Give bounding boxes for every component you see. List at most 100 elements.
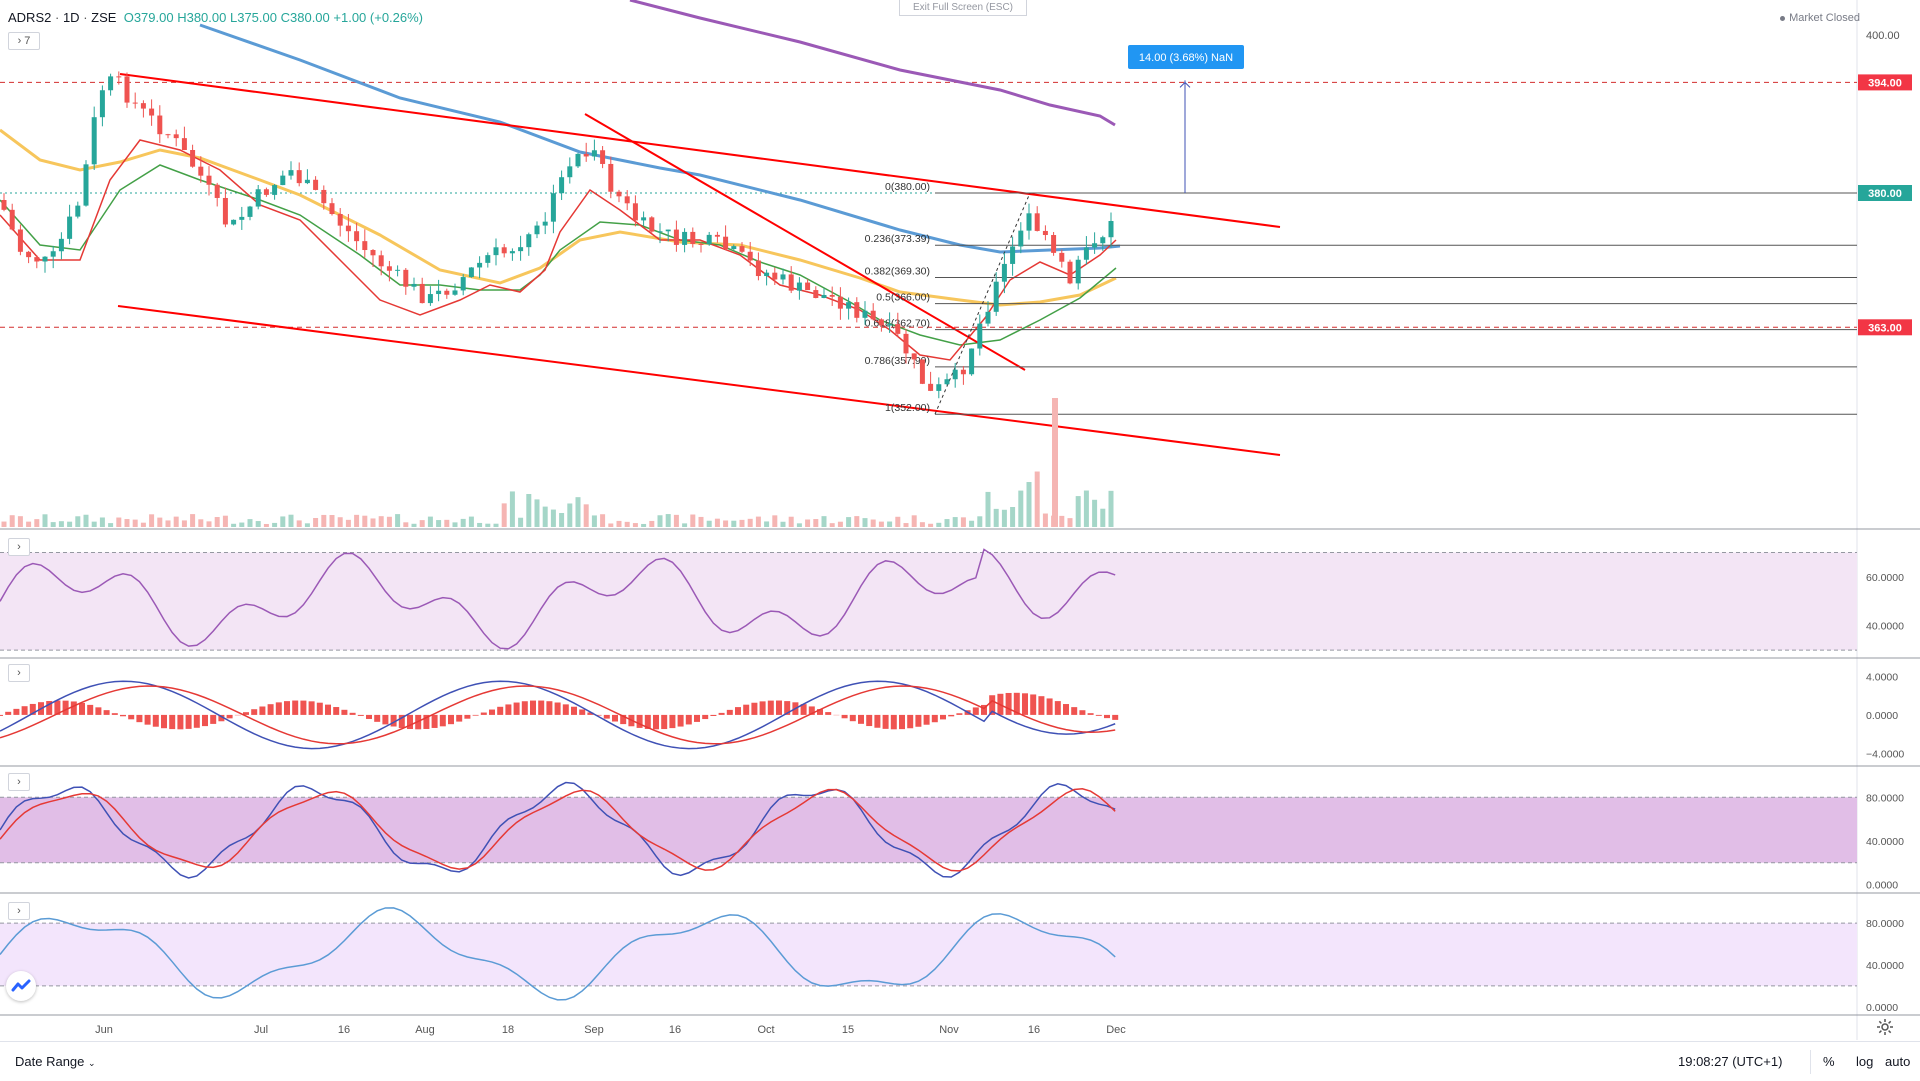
macd-histogram-bar <box>0 715 3 716</box>
candle-body <box>608 164 613 192</box>
exit-fullscreen-button[interactable]: Exit Full Screen (ESC) <box>899 0 1027 16</box>
candle-body <box>420 284 425 303</box>
auto-scale-toggle[interactable]: auto <box>1885 1054 1910 1069</box>
macd-histogram-bar <box>104 710 110 715</box>
volume-bar <box>871 520 876 527</box>
rsi-band <box>0 553 1857 651</box>
volume-bar <box>953 517 958 527</box>
symbol-header: ADRS2 · 1D · ZSE O379.00 H380.00 L375.00… <box>8 10 423 25</box>
volume-bar <box>1010 507 1015 527</box>
fib-level-label: 1(352.00) <box>885 402 930 414</box>
volume-bar <box>895 517 900 527</box>
candle-body <box>592 150 597 156</box>
candle-body <box>904 334 909 354</box>
volume-bar <box>592 515 597 527</box>
stoch-pane-toggle[interactable]: › <box>8 773 30 791</box>
macd-histogram-bar <box>514 703 520 715</box>
candle-body <box>215 185 220 198</box>
date-range-button[interactable]: Date Range ⌄ <box>15 1054 96 1069</box>
macd-histogram-bar <box>505 704 511 714</box>
candle-body <box>149 109 154 116</box>
volume-bar <box>502 503 507 527</box>
price-badge-label: 380.00 <box>1868 188 1902 200</box>
volume-bar <box>1076 496 1081 527</box>
volume-bar <box>699 517 704 527</box>
volume-bar <box>674 515 679 527</box>
chevron-right-icon: › <box>18 35 22 47</box>
volume-bar <box>1100 509 1105 527</box>
candle-body <box>51 251 56 256</box>
chart-canvas[interactable]: 400.000(380.00)0.236(373.39)0.382(369.30… <box>0 0 1920 1041</box>
volume-bar <box>223 516 228 527</box>
candle-body <box>936 384 941 391</box>
candle-body <box>313 180 318 190</box>
candle-body <box>764 273 769 276</box>
percent-scale-toggle[interactable]: % <box>1823 1054 1835 1069</box>
log-scale-toggle[interactable]: log <box>1856 1054 1873 1069</box>
volume-bar <box>59 521 64 527</box>
volume-bar <box>371 518 376 527</box>
volume-bar <box>403 522 408 527</box>
time-axis-label: Aug <box>415 1024 435 1036</box>
macd-histogram-bar <box>653 715 659 729</box>
stoch-axis-label: 80.0000 <box>1866 792 1904 804</box>
macd-histogram-bar <box>1071 707 1077 715</box>
candle-body <box>354 231 359 241</box>
candle-body <box>387 266 392 270</box>
gear-icon[interactable] <box>1876 1018 1894 1036</box>
macd-histogram-bar <box>128 715 134 719</box>
time-axis-label: Nov <box>939 1024 959 1036</box>
macd-histogram-bar <box>768 701 774 715</box>
bottom-toolbar: Date Range ⌄ 19:08:27 (UTC+1) % log auto <box>0 1041 1920 1081</box>
macd-histogram-bar <box>538 701 544 715</box>
volume-bar <box>740 520 745 527</box>
candle-body <box>830 295 835 297</box>
candle-body <box>633 203 638 220</box>
macd-histogram-bar <box>210 715 216 724</box>
candle-body <box>338 214 343 226</box>
volume-bar <box>362 516 367 527</box>
macd-histogram-bar <box>842 715 848 718</box>
candle-body <box>822 295 827 298</box>
candle-body <box>1035 213 1040 231</box>
stochrsi-pane-toggle[interactable]: › <box>8 902 30 920</box>
rsi-pane-toggle[interactable]: › <box>8 538 30 556</box>
volume-bar <box>461 519 466 527</box>
volume-bar <box>764 521 769 527</box>
indicators-toggle[interactable]: › 7 <box>8 32 40 50</box>
macd-histogram-bar <box>530 701 536 715</box>
stoch-axis-label: 0.0000 <box>1866 880 1898 892</box>
rsi-axis-label: 40.0000 <box>1866 621 1904 633</box>
divider <box>1810 1050 1811 1074</box>
volume-bar <box>313 518 318 527</box>
volume-bar <box>125 519 130 527</box>
candle-body <box>436 291 441 294</box>
macd-histogram-bar <box>579 709 585 714</box>
clock[interactable]: 19:08:27 (UTC+1) <box>1678 1054 1782 1069</box>
tradingview-logo-icon[interactable] <box>6 971 36 1001</box>
measure-label: 14.00 (3.68%) NaN <box>1139 52 1233 64</box>
volume-bar <box>10 515 15 527</box>
candle-body <box>1076 260 1081 284</box>
macd-pane-toggle[interactable]: › <box>8 664 30 682</box>
candle-body <box>928 384 933 391</box>
interval[interactable]: 1D <box>63 10 80 25</box>
macd-histogram-bar <box>563 704 569 715</box>
macd-histogram-bar <box>727 710 733 715</box>
volume-bar <box>1043 514 1048 527</box>
macd-histogram-bar <box>497 707 503 715</box>
fib-level-label: 0(380.00) <box>885 181 930 193</box>
candle-body <box>485 255 490 263</box>
symbol-name[interactable]: ADRS2 <box>8 10 51 25</box>
volume-bar <box>198 519 203 527</box>
volume-bar <box>182 520 187 527</box>
volume-bar <box>805 519 810 527</box>
time-axis-label: Jun <box>95 1024 113 1036</box>
volume-bar <box>395 514 400 527</box>
fib-level-label: 0.382(369.30) <box>865 266 930 278</box>
macd-histogram-bar <box>161 715 167 728</box>
volume-bar <box>116 518 121 527</box>
volume-bar <box>854 516 859 527</box>
candle-body <box>362 241 367 250</box>
volume-bar <box>707 521 712 527</box>
